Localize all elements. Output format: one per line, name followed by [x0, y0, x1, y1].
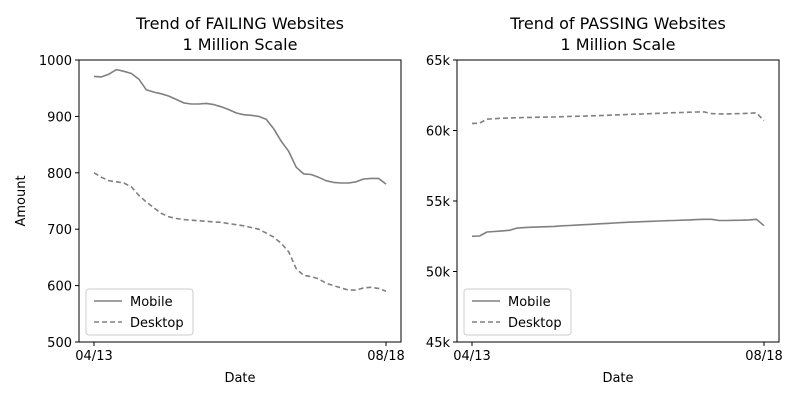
y-tick-label: 900 — [47, 110, 72, 125]
x-tick-label: 08/18 — [367, 349, 404, 364]
y-tick-label: 65k — [426, 54, 451, 69]
plot-frame — [456, 59, 780, 343]
legend: Mobile Desktop — [463, 288, 572, 336]
chart-subtitle: 1 Million Scale — [561, 35, 676, 54]
y-tick-label: 45k — [426, 336, 451, 351]
series-line-desktop — [471, 111, 765, 125]
series-line-mobile — [93, 68, 387, 185]
x-axis-label: Date — [224, 371, 255, 386]
chart-title: Trend of FAILING Websites — [135, 14, 344, 33]
legend-label: Desktop — [130, 316, 184, 331]
y-tick-label: 800 — [47, 167, 72, 182]
x-tick-label: 04/13 — [453, 349, 490, 364]
y-tick-label: 500 — [47, 336, 72, 351]
x-axis-label: Date — [602, 371, 633, 386]
legend-label: Mobile — [508, 295, 551, 310]
y-axis-label: Amount — [14, 175, 29, 226]
y-tick-label: 700 — [47, 223, 72, 238]
chart-subtitle: 1 Million Scale — [183, 35, 298, 54]
plot-frame — [78, 59, 402, 343]
y-tick-label: 50k — [426, 266, 451, 281]
chart-title: Trend of PASSING Websites — [509, 14, 726, 33]
passing-websites-panel: Trend of PASSING Websites 1 Million Scale… — [426, 14, 783, 386]
series-line-mobile — [471, 218, 765, 238]
legend-label: Desktop — [508, 316, 562, 331]
x-tick-label: 04/13 — [75, 349, 112, 364]
x-tick-label: 08/18 — [745, 349, 782, 364]
legend-label: Mobile — [130, 295, 173, 310]
y-tick-label: 1000 — [39, 54, 72, 69]
y-tick-label: 55k — [426, 195, 451, 210]
failing-websites-panel: Trend of FAILING Websites 1 Million Scale… — [14, 14, 405, 386]
y-tick-label: 600 — [47, 280, 72, 295]
y-tick-label: 60k — [426, 125, 451, 140]
series-line-desktop — [93, 172, 387, 292]
legend: Mobile Desktop — [85, 288, 194, 336]
